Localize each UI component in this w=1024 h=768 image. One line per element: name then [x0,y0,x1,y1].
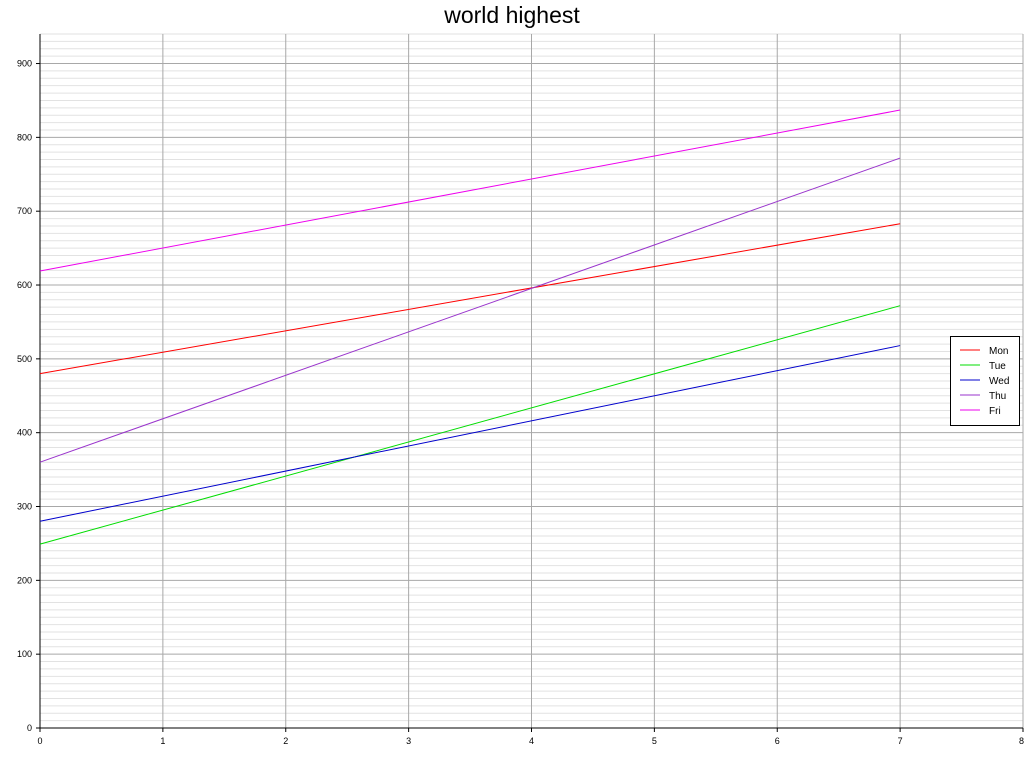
series-line-wed [39,345,901,522]
y-tick-label: 400 [17,428,32,438]
legend-box [950,336,1020,426]
y-tick-label: 200 [17,575,32,585]
x-tick-label: 6 [775,736,780,746]
legend-label-wed: Wed [989,376,1009,387]
x-tick-label: 7 [898,736,903,746]
series-line-tue [39,305,901,545]
series-line-fri [39,109,901,272]
y-axis-ticks: 0 100 200 300 400 500 600 700 800 900 [17,59,40,733]
series-line-mon [39,223,901,375]
legend: Mon Tue Wed Thu Fri [950,336,1020,426]
legend-label-fri: Fri [989,406,1001,417]
y-tick-label: 800 [17,132,32,142]
x-tick-label: 2 [283,736,288,746]
legend-label-thu: Thu [989,391,1006,402]
y-tick-label: 100 [17,649,32,659]
y-tick-label: 700 [17,206,32,216]
x-axis-ticks: 0 1 2 3 4 5 6 7 8 [37,728,1024,746]
legend-label-mon: Mon [989,346,1008,357]
x-tick-label: 1 [160,736,165,746]
series-line-thu [39,157,901,463]
y-tick-label: 600 [17,280,32,290]
y-tick-label: 900 [17,59,32,69]
y-tick-label: 0 [27,723,32,733]
y-tick-label: 500 [17,354,32,364]
legend-label-tue: Tue [989,361,1006,372]
x-tick-label: 0 [37,736,42,746]
x-tick-label: 8 [1019,736,1024,746]
x-tick-label: 3 [406,736,411,746]
y-tick-label: 300 [17,502,32,512]
major-gridlines [40,34,1024,728]
x-tick-label: 4 [529,736,534,746]
x-tick-label: 5 [652,736,657,746]
chart-title: world highest [444,2,580,28]
series-lines [39,109,901,545]
